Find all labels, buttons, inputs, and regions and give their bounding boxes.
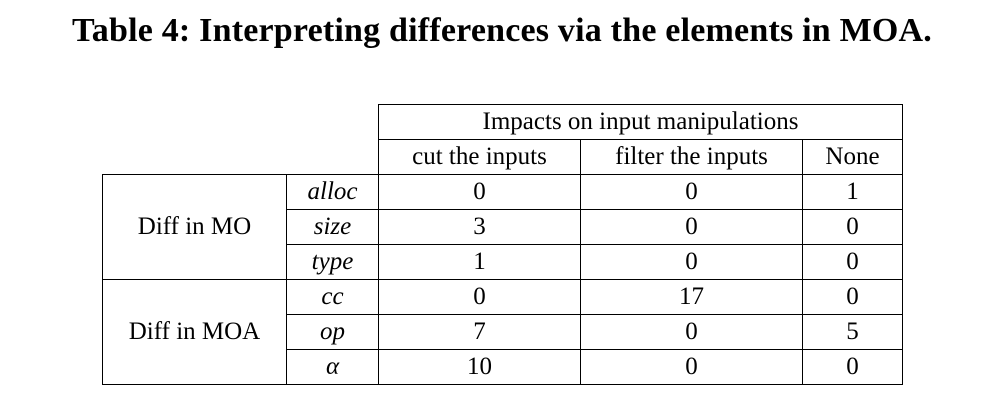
table-cell: 0 [802, 349, 903, 385]
element-label: op [286, 314, 379, 350]
table-row: type 1 0 0 [103, 244, 903, 280]
empty-corner-cell [287, 105, 379, 140]
table-cell: 0 [580, 209, 803, 245]
table-cell: 10 [378, 349, 581, 385]
element-label: α [286, 349, 379, 385]
empty-corner-cell [103, 140, 287, 175]
header-group-cell: Impacts on input manipulations [378, 104, 903, 140]
element-label: size [286, 209, 379, 245]
empty-corner-cell [103, 105, 287, 140]
table-cell: 7 [378, 314, 581, 350]
element-label: alloc [286, 174, 379, 210]
table-cell: 0 [378, 279, 581, 315]
table-cell: 1 [378, 244, 581, 280]
table-cell: 0 [580, 314, 803, 350]
table-row: op 7 0 5 [103, 314, 903, 350]
table-cell: 3 [378, 209, 581, 245]
group-label: Diff in MOA [102, 279, 287, 385]
table-cell: 0 [580, 244, 803, 280]
table-cell: 0 [802, 279, 903, 315]
table-cell: 0 [378, 174, 581, 210]
table-cell: 0 [802, 244, 903, 280]
column-header: cut the inputs [378, 139, 581, 175]
results-table: Impacts on input manipulations cut the i… [102, 104, 903, 385]
table-caption: Table 4: Interpreting differences via th… [72, 12, 932, 49]
group-label: Diff in MO [102, 174, 287, 280]
table-cell: 0 [580, 349, 803, 385]
table-row: size 3 0 0 [103, 209, 903, 245]
table-cell: 0 [802, 209, 903, 245]
element-label: type [286, 244, 379, 280]
table-cell: 1 [802, 174, 903, 210]
header-row-columns: cut the inputs filter the inputs None [103, 139, 903, 175]
table-row: Diff in MOA cc 0 17 0 [102, 279, 903, 385]
element-label: cc [286, 279, 379, 315]
column-header: None [802, 139, 903, 175]
empty-corner-cell [287, 140, 379, 175]
header-row-group: Impacts on input manipulations [103, 104, 903, 140]
table-cell: 0 [580, 174, 803, 210]
table-cell: 17 [580, 279, 803, 315]
table-row: Diff in MO alloc 0 0 1 [102, 174, 903, 280]
table-row: α 10 0 0 [103, 349, 903, 385]
table-cell: 5 [802, 314, 903, 350]
column-header: filter the inputs [580, 139, 803, 175]
